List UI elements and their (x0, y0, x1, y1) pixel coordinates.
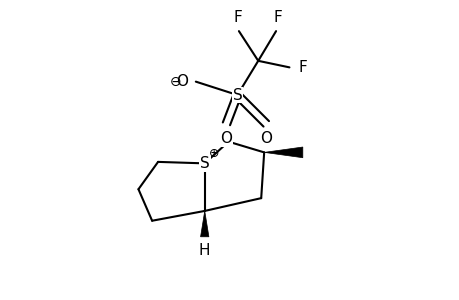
Text: O: O (220, 131, 232, 146)
Text: F: F (298, 60, 307, 75)
Polygon shape (200, 211, 208, 237)
Text: O: O (176, 74, 188, 89)
Text: S: S (232, 88, 242, 103)
Text: F: F (233, 10, 241, 25)
Text: S: S (199, 156, 209, 171)
Text: ⊖: ⊖ (169, 75, 181, 88)
Text: F: F (273, 10, 281, 25)
Text: H: H (199, 243, 210, 258)
Text: O: O (260, 131, 272, 146)
Text: ⊕: ⊕ (208, 147, 219, 161)
Polygon shape (263, 147, 302, 158)
